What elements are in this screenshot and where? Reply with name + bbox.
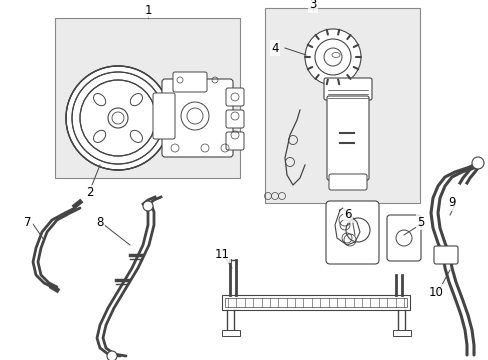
Circle shape: [471, 157, 483, 169]
FancyBboxPatch shape: [225, 110, 244, 128]
Bar: [222, 330, 240, 336]
Bar: [264, 8, 419, 203]
Text: 6: 6: [344, 208, 351, 221]
Polygon shape: [334, 208, 359, 245]
Bar: [224, 298, 406, 307]
FancyBboxPatch shape: [153, 93, 175, 139]
Circle shape: [142, 201, 153, 211]
Bar: [222, 295, 409, 310]
Text: 7: 7: [24, 216, 32, 229]
Text: 3: 3: [309, 0, 316, 12]
Text: 5: 5: [416, 216, 424, 229]
Text: 11: 11: [214, 248, 229, 261]
FancyBboxPatch shape: [225, 132, 244, 150]
FancyBboxPatch shape: [324, 78, 371, 100]
Text: 10: 10: [427, 285, 443, 298]
Circle shape: [66, 66, 170, 170]
Text: 9: 9: [447, 197, 455, 210]
FancyBboxPatch shape: [326, 96, 368, 180]
Ellipse shape: [130, 130, 142, 143]
Text: 4: 4: [271, 41, 278, 54]
Ellipse shape: [130, 94, 142, 106]
Ellipse shape: [93, 130, 105, 143]
Bar: [392, 330, 410, 336]
Bar: [55, 18, 240, 178]
FancyBboxPatch shape: [433, 246, 457, 264]
Ellipse shape: [93, 94, 105, 106]
FancyBboxPatch shape: [325, 201, 378, 264]
Text: 8: 8: [96, 216, 103, 229]
Circle shape: [107, 351, 117, 360]
FancyBboxPatch shape: [173, 72, 206, 92]
FancyBboxPatch shape: [225, 88, 244, 106]
Text: 1: 1: [144, 4, 151, 17]
FancyBboxPatch shape: [162, 79, 232, 157]
Circle shape: [108, 108, 128, 128]
Circle shape: [305, 29, 360, 85]
FancyBboxPatch shape: [386, 215, 420, 261]
FancyBboxPatch shape: [328, 174, 366, 190]
Text: 2: 2: [86, 186, 94, 199]
